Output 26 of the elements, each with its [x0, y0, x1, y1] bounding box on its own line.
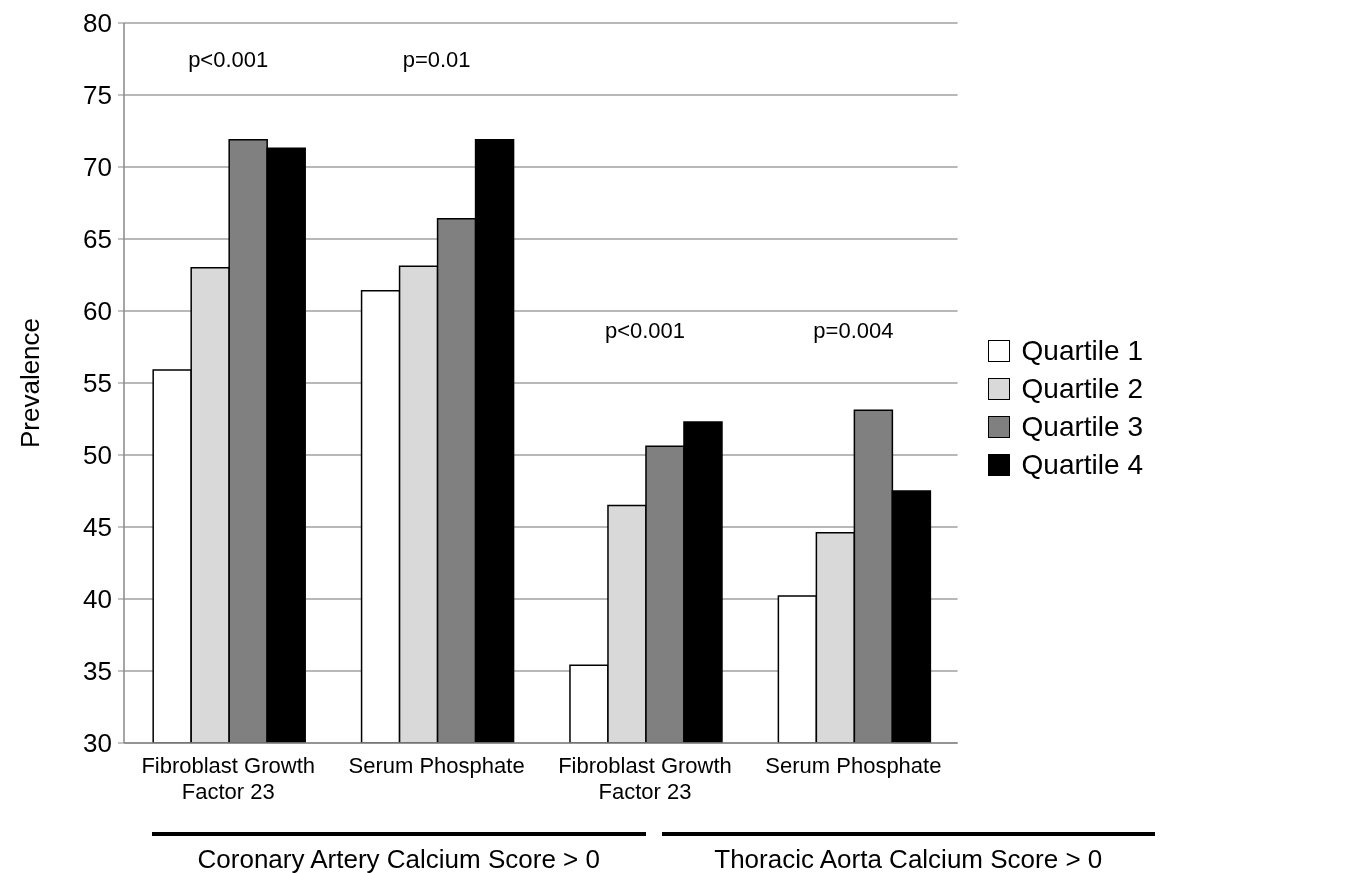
- text: Coronary Artery Calcium Score > 0: [152, 832, 646, 873]
- y-tick-label: 55: [83, 368, 112, 399]
- y-tick-label: 30: [83, 728, 112, 759]
- x-tick-label: Fibroblast Growth Factor 23: [141, 753, 316, 804]
- y-tick-label: 75: [83, 80, 112, 111]
- y-tick-label: 65: [83, 224, 112, 255]
- x-tick-label: Serum Phosphate: [348, 753, 525, 778]
- y-tick-label: 35: [83, 656, 112, 687]
- legend-label: Quartile 4: [1021, 449, 1143, 481]
- y-tick-label: 70: [83, 152, 112, 183]
- annotation: p<0.001: [188, 46, 269, 72]
- annotation: p<0.001: [604, 317, 686, 343]
- y-tick-label: 80: [83, 8, 112, 39]
- annotation: p=0.01: [402, 46, 471, 72]
- annotation: p=0.004: [813, 317, 894, 343]
- legend-label: Quartile 1: [1021, 335, 1143, 367]
- legend-label: Quartile 3: [1021, 411, 1143, 443]
- text: Thoracic Aorta Calcium Score > 0: [661, 832, 1155, 873]
- x-tick-label: Serum Phosphate: [765, 753, 942, 778]
- y-tick-label: 60: [83, 296, 112, 327]
- y-tick-label: 45: [83, 512, 112, 543]
- y-tick-label: 40: [83, 584, 112, 615]
- x-tick-label: Fibroblast Growth Factor 23: [558, 753, 732, 804]
- legend-label: Quartile 2: [1021, 373, 1143, 405]
- y-axis-title: Prevalence: [15, 317, 46, 449]
- y-tick-label: 50: [83, 440, 112, 471]
